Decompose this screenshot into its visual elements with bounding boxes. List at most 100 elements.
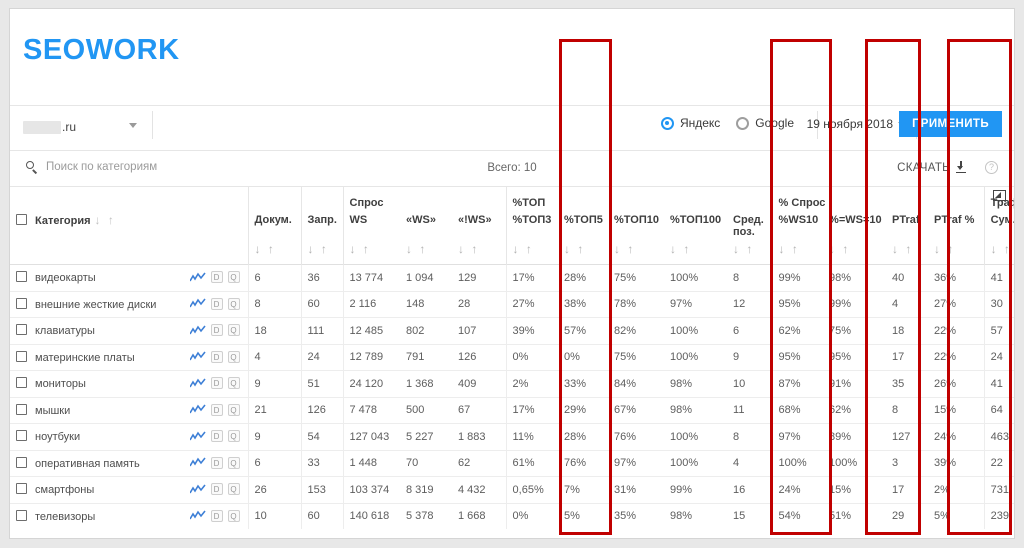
row-cell-avgpos: 8: [727, 423, 773, 450]
row-checkbox[interactable]: [16, 403, 27, 415]
row-cell-ptrafp: 27%: [928, 290, 985, 318]
expand-icon[interactable]: [993, 190, 1006, 201]
documents-icon[interactable]: D: [210, 456, 223, 469]
row-cell-top100: 97%: [664, 290, 728, 318]
queries-icon[interactable]: Q: [227, 483, 240, 495]
row-checkbox[interactable]: [16, 377, 27, 389]
row-cell-docs: 10: [247, 502, 301, 529]
documents-icon[interactable]: D: [210, 350, 223, 363]
select-all-checkbox[interactable]: [16, 214, 27, 225]
apply-button[interactable]: ПРИМЕНИТЬ: [899, 111, 1002, 137]
sparkline-icon[interactable]: [189, 404, 206, 415]
row-cell-top10: 76%: [608, 423, 665, 450]
sort-ws-exact[interactable]: ↓ ↑: [458, 242, 480, 256]
sparkline-icon[interactable]: [189, 484, 206, 495]
queries-icon[interactable]: Q: [227, 350, 240, 363]
documents-icon[interactable]: D: [210, 509, 223, 522]
sort-ptraf-pct[interactable]: ↓ ↑: [934, 242, 956, 256]
row-category-label: смартфоны: [35, 484, 95, 497]
row-checkbox[interactable]: [16, 297, 27, 309]
sort-ws[interactable]: ↓ ↑: [342, 242, 400, 265]
table-row[interactable]: клавиатуры D Q 18 111 12 485 802 107 39% 57% 82% 10…: [10, 317, 1014, 344]
row-cell-ws_ex: 409: [452, 370, 507, 397]
queries-icon[interactable]: Q: [227, 271, 240, 283]
table-row[interactable]: телевизоры D Q 10 60 140 618 5 378 1 668 0% 5% 35%…: [10, 502, 1014, 529]
sparkline-icon[interactable]: [189, 325, 206, 336]
row-cell-ws10: 95%: [771, 290, 824, 318]
th-ptraf-pct: PTraf %: [934, 214, 975, 226]
sort-top5[interactable]: ↓ ↑: [564, 242, 586, 256]
row-checkbox[interactable]: [16, 271, 27, 283]
row-checkbox[interactable]: [16, 509, 27, 521]
sort-docs[interactable]: ↓ ↑: [247, 242, 301, 265]
sort-ws-quoted[interactable]: ↓ ↑: [406, 242, 428, 256]
documents-icon[interactable]: D: [210, 324, 223, 336]
queries-icon[interactable]: Q: [227, 377, 240, 389]
queries-icon[interactable]: Q: [227, 430, 240, 442]
row-checkbox[interactable]: [16, 483, 27, 495]
radio-google[interactable]: [736, 116, 750, 130]
documents-icon[interactable]: D: [210, 483, 223, 495]
documents-icon[interactable]: D: [210, 430, 223, 442]
row-cell-queries: 33: [300, 449, 343, 477]
sort-top3[interactable]: ↓ ↑: [505, 242, 559, 265]
sparkline-icon[interactable]: [189, 378, 206, 389]
sparkline-icon[interactable]: [189, 431, 206, 442]
queries-icon[interactable]: Q: [227, 403, 240, 416]
row-cell-top5: 5%: [558, 502, 609, 529]
queries-icon[interactable]: Q: [227, 509, 240, 522]
queries-icon[interactable]: Q: [227, 456, 240, 469]
row-cell-ws10: 62%: [771, 317, 824, 344]
row-checkbox[interactable]: [16, 350, 27, 362]
documents-icon[interactable]: D: [210, 297, 223, 310]
table-row[interactable]: ноутбуки D Q 9 54 127 043 5 227 1 883 11% 28% 76% 1…: [10, 423, 1014, 450]
table-row[interactable]: внешние жесткие диски D Q 8 60 2 116 148 28 27% 3…: [10, 290, 1014, 318]
row-cell-avgpos: 15: [727, 502, 773, 529]
documents-icon[interactable]: D: [210, 403, 223, 416]
sparkline-icon[interactable]: [189, 272, 206, 283]
table-row[interactable]: видеокарты D Q 6 36 13 774 1 094 129 17% 28% 75% 10…: [10, 264, 1014, 291]
sort-ptraf[interactable]: ↓ ↑: [892, 242, 914, 256]
sparkline-icon[interactable]: [189, 457, 206, 468]
documents-icon[interactable]: D: [210, 377, 223, 389]
search-input[interactable]: Поиск по категориям: [46, 161, 158, 173]
sort-top10[interactable]: ↓ ↑: [614, 242, 636, 256]
download-button[interactable]: СКАЧАТЬ: [897, 161, 966, 174]
queries-icon[interactable]: Q: [227, 324, 240, 336]
sort-avgpos[interactable]: ↓ ↑: [733, 242, 755, 256]
table-row[interactable]: оперативная память D Q 6 33 1 448 70 62 61% 76% 97…: [10, 449, 1014, 477]
table-row[interactable]: смартфоны D Q 26 153 103 374 8 319 4 432 0,65% 7%…: [10, 476, 1014, 503]
row-cell-ptrafp: 22%: [928, 343, 985, 371]
help-icon[interactable]: ?: [985, 161, 998, 174]
date-picker[interactable]: 19 ноября 2018: [807, 117, 906, 131]
site-select[interactable]: .ru: [23, 114, 143, 140]
documents-icon[interactable]: D: [210, 271, 223, 283]
sort-arrows-category[interactable]: ↓ ↑: [94, 213, 116, 227]
row-cell-ws10: 100%: [771, 449, 824, 477]
sort-queries[interactable]: ↓ ↑: [300, 242, 343, 265]
sparkline-icon[interactable]: [189, 351, 206, 362]
row-cell-ws: 103 374: [342, 476, 400, 503]
sparkline-icon[interactable]: [189, 510, 206, 521]
row-cell-ptraf: 127: [886, 423, 929, 450]
row-checkbox[interactable]: [16, 456, 27, 468]
table-row[interactable]: материнские платы D Q 4 24 12 789 791 126 0% 0% 75…: [10, 343, 1014, 371]
row-category-label: ноутбуки: [35, 431, 81, 444]
row-cell-ws_q: 5 227: [400, 423, 452, 450]
table-row[interactable]: мышки D Q 21 126 7 478 500 67 17% 29% 67% 98% 11 68% 6…: [10, 396, 1014, 424]
sort-sum[interactable]: ↓ ↑: [983, 242, 1014, 265]
sort-ws10[interactable]: ↓ ↑: [771, 242, 824, 265]
table-row[interactable]: мониторы D Q 9 51 24 120 1 368 409 2% 33% 84% 98% 10…: [10, 370, 1014, 397]
sparkline-icon[interactable]: [189, 298, 206, 309]
download-label: СКАЧАТЬ: [897, 162, 950, 174]
queries-icon[interactable]: Q: [227, 297, 240, 310]
row-checkbox[interactable]: [16, 430, 27, 442]
row-checkbox[interactable]: [16, 324, 27, 336]
radio-yandex[interactable]: [660, 116, 674, 130]
sort-top100[interactable]: ↓ ↑: [670, 242, 692, 256]
sort-ws10-exact[interactable]: ↓ ↑: [829, 242, 851, 256]
